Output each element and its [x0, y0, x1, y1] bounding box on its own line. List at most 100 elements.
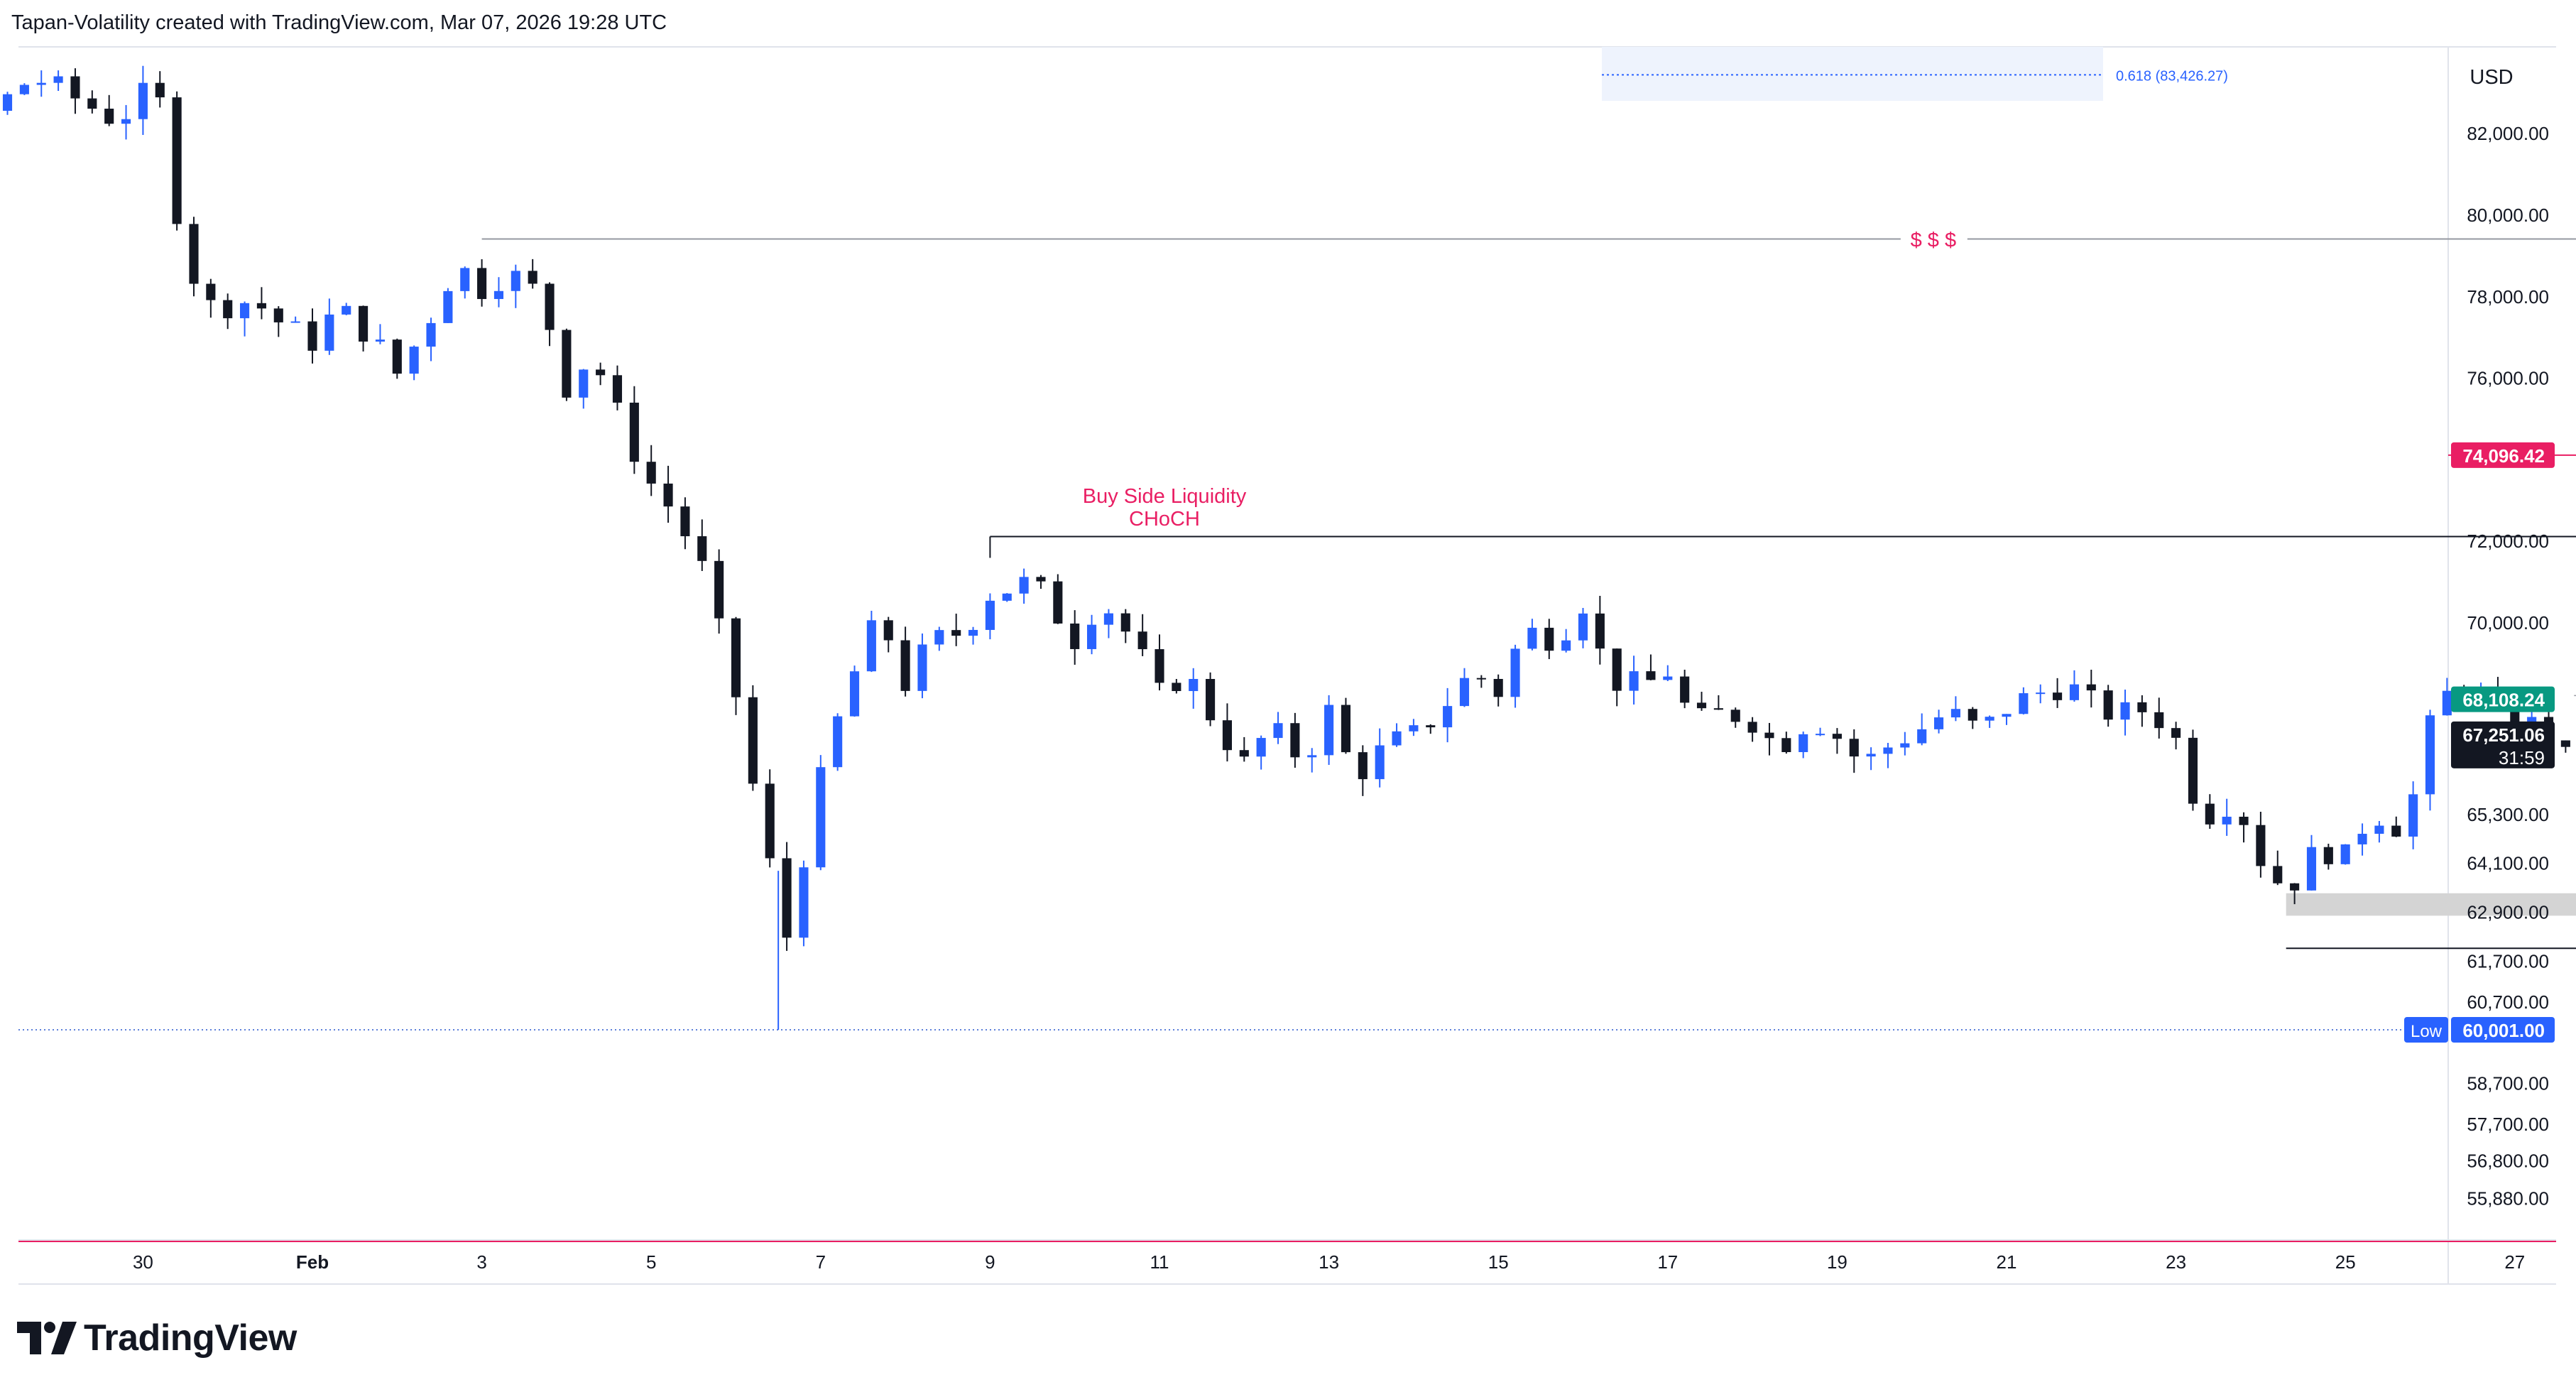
- candle-body-68[interactable]: [866, 620, 876, 672]
- candle-body-130[interactable]: [1917, 729, 1927, 744]
- candle-body-89[interactable]: [1222, 720, 1233, 751]
- candle-body-104[interactable]: [1476, 678, 1486, 680]
- candle-body-44[interactable]: [460, 268, 470, 291]
- candle-body-45[interactable]: [477, 268, 487, 300]
- candle-body-74[interactable]: [968, 629, 978, 636]
- candle-body-109[interactable]: [1561, 640, 1571, 651]
- candle-body-134[interactable]: [1985, 717, 1994, 721]
- candle-body-69[interactable]: [883, 620, 893, 641]
- candle-body-158[interactable]: [2391, 825, 2401, 837]
- candle-body-168[interactable]: [2560, 740, 2570, 747]
- candle-body-132[interactable]: [1950, 709, 1960, 718]
- candle-body-64[interactable]: [799, 867, 809, 938]
- candle-body-91[interactable]: [1256, 738, 1266, 757]
- candle-body-99[interactable]: [1392, 731, 1402, 746]
- candle-body-49[interactable]: [545, 283, 555, 330]
- candle-body-36[interactable]: [324, 314, 334, 351]
- candle-body-41[interactable]: [409, 347, 419, 374]
- candle-body-107[interactable]: [1527, 627, 1537, 649]
- candle-body-147[interactable]: [2205, 803, 2215, 825]
- candle-body-110[interactable]: [1578, 613, 1588, 641]
- ob-zone[interactable]: [2286, 893, 2576, 916]
- candle-body-112[interactable]: [1612, 648, 1622, 691]
- candle-body-92[interactable]: [1273, 723, 1283, 739]
- candle-body-42[interactable]: [426, 322, 436, 347]
- candle-body-75[interactable]: [985, 600, 995, 630]
- candle-body-101[interactable]: [1426, 725, 1436, 728]
- candle-body-123[interactable]: [1799, 734, 1808, 752]
- candle-body-129[interactable]: [1900, 743, 1910, 748]
- candle-body-142[interactable]: [2120, 702, 2130, 720]
- candle-body-17[interactable]: [2, 94, 13, 111]
- candle-body-21[interactable]: [70, 76, 80, 99]
- candle-body-65[interactable]: [816, 767, 826, 868]
- candle-body-144[interactable]: [2154, 712, 2164, 729]
- candle-body-133[interactable]: [1968, 709, 1977, 721]
- candle-body-118[interactable]: [1713, 708, 1723, 710]
- candle-body-148[interactable]: [2222, 816, 2232, 825]
- candle-body-131[interactable]: [1933, 717, 1944, 729]
- candle-body-25[interactable]: [138, 82, 148, 119]
- candle-body-137[interactable]: [2036, 692, 2046, 695]
- candle-body-40[interactable]: [392, 339, 402, 374]
- candle-body-90[interactable]: [1239, 750, 1249, 757]
- candle-body-82[interactable]: [1103, 613, 1113, 625]
- candle-body-103[interactable]: [1459, 678, 1470, 707]
- currency-label[interactable]: USD: [2469, 66, 2513, 89]
- candle-body-157[interactable]: [2374, 825, 2384, 834]
- candle-body-161[interactable]: [2442, 690, 2452, 716]
- candle-body-78[interactable]: [1036, 577, 1046, 582]
- candle-body-59[interactable]: [714, 560, 724, 619]
- candle-body-66[interactable]: [833, 716, 843, 768]
- candle-body-20[interactable]: [53, 76, 63, 83]
- candle-body-62[interactable]: [765, 783, 775, 859]
- candle-body-146[interactable]: [2188, 737, 2198, 804]
- candle-body-98[interactable]: [1375, 745, 1385, 780]
- candle-body-24[interactable]: [121, 119, 131, 124]
- candle-body-18[interactable]: [19, 85, 29, 94]
- candle-body-80[interactable]: [1070, 623, 1080, 649]
- candle-body-79[interactable]: [1053, 581, 1063, 624]
- candle-body-84[interactable]: [1137, 631, 1147, 650]
- candle-body-87[interactable]: [1189, 679, 1199, 692]
- candle-body-29[interactable]: [206, 283, 216, 300]
- candle-body-140[interactable]: [2086, 684, 2096, 691]
- candle-body-47[interactable]: [511, 271, 520, 291]
- candle-body-53[interactable]: [612, 375, 623, 403]
- candle-body-35[interactable]: [307, 321, 317, 351]
- candle-body-73[interactable]: [951, 630, 961, 636]
- candle-body-54[interactable]: [629, 402, 639, 462]
- tradingview-logo[interactable]: TradingView: [17, 1312, 297, 1364]
- candle-body-114[interactable]: [1646, 671, 1656, 680]
- candle-body-76[interactable]: [1002, 593, 1012, 601]
- candle-body-27[interactable]: [172, 97, 182, 224]
- candle-body-19[interactable]: [36, 82, 46, 85]
- candle-body-106[interactable]: [1510, 648, 1520, 697]
- candle-body-138[interactable]: [2053, 692, 2063, 700]
- candle-body-33[interactable]: [273, 308, 283, 322]
- candle-body-60[interactable]: [731, 618, 741, 697]
- candle-body-127[interactable]: [1866, 754, 1876, 757]
- candle-body-120[interactable]: [1747, 722, 1757, 733]
- candle-body-70[interactable]: [900, 640, 910, 691]
- candle-body-23[interactable]: [104, 109, 114, 124]
- candle-body-51[interactable]: [579, 369, 589, 398]
- candle-body-63[interactable]: [782, 858, 792, 938]
- candle-body-32[interactable]: [256, 303, 266, 309]
- candle-body-30[interactable]: [223, 300, 233, 319]
- candle-body-102[interactable]: [1443, 706, 1453, 728]
- candle-body-126[interactable]: [1849, 739, 1859, 757]
- candle-body-77[interactable]: [1019, 577, 1029, 594]
- candle-body-72[interactable]: [934, 630, 944, 645]
- candle-body-153[interactable]: [2306, 847, 2317, 891]
- candle-body-95[interactable]: [1324, 705, 1334, 756]
- candle-body-86[interactable]: [1172, 683, 1181, 692]
- candle-body-117[interactable]: [1696, 702, 1707, 709]
- candle-body-125[interactable]: [1832, 734, 1842, 739]
- candle-body-115[interactable]: [1663, 676, 1673, 680]
- candle-body-156[interactable]: [2357, 834, 2367, 844]
- candle-body-121[interactable]: [1764, 732, 1774, 739]
- candle-body-26[interactable]: [155, 82, 165, 98]
- candle-body-159[interactable]: [2408, 794, 2418, 837]
